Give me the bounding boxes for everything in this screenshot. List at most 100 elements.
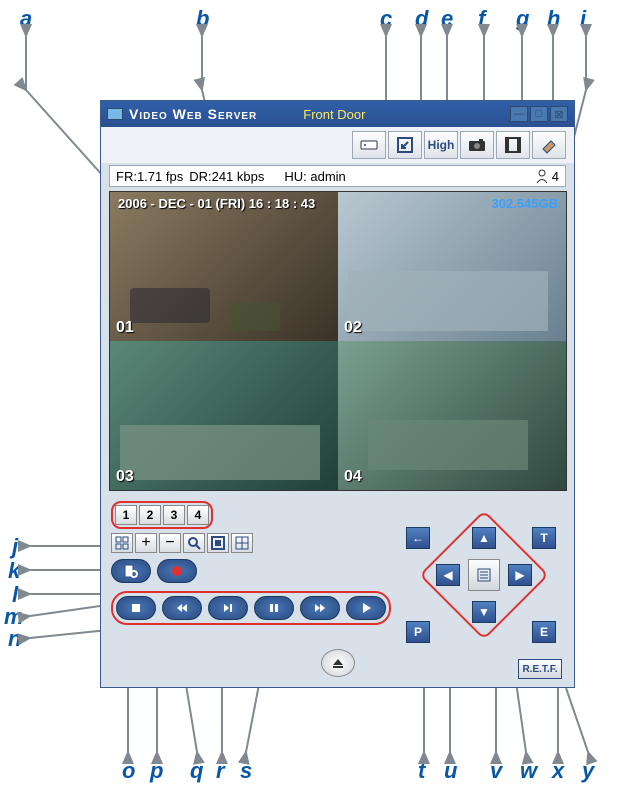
playback-row	[111, 591, 391, 625]
zoom-out-button[interactable]: −	[159, 533, 181, 553]
resize-icon	[395, 135, 415, 155]
channel-1-button[interactable]: 1	[115, 505, 137, 525]
corner-tl-button[interactable]: ←	[406, 527, 430, 549]
quad-icon	[115, 536, 129, 550]
minimize-button[interactable]: —	[510, 106, 528, 122]
stop-icon	[129, 601, 143, 615]
camera-3[interactable]: 03	[110, 341, 338, 490]
callout-n: n	[8, 626, 21, 652]
callout-d: d	[415, 6, 428, 32]
dpad-up-button[interactable]: ▲	[472, 527, 496, 549]
camera-2[interactable]: 02	[338, 192, 566, 341]
settings-button[interactable]	[532, 131, 566, 159]
callout-p: p	[150, 758, 163, 784]
rewind-icon	[175, 601, 189, 615]
callout-e: e	[441, 6, 453, 32]
channel-3-button[interactable]: 3	[163, 505, 185, 525]
rec-icon	[169, 563, 185, 579]
camera-4[interactable]: 04	[338, 341, 566, 490]
record-button[interactable]	[496, 131, 530, 159]
toolbar: High	[101, 127, 574, 163]
channel-2-button[interactable]: 2	[139, 505, 161, 525]
callout-f: f	[478, 6, 485, 32]
rewind-button[interactable]	[162, 596, 202, 620]
callout-s: s	[240, 758, 252, 784]
callout-b: b	[196, 6, 209, 32]
dpad-center-button[interactable]	[468, 559, 500, 591]
eraser-icon	[539, 135, 559, 155]
step-fwd-button[interactable]	[208, 596, 248, 620]
stepfwd-icon	[221, 601, 235, 615]
dpad-left-button[interactable]: ◀	[436, 564, 460, 586]
app-icon	[107, 108, 123, 120]
callout-g: g	[516, 6, 529, 32]
callout-h: h	[547, 6, 560, 32]
retf-button[interactable]: R.E.T.F.	[518, 659, 562, 679]
dpad-right-button[interactable]: ▶	[508, 564, 532, 586]
ff-icon	[313, 601, 327, 615]
video-timestamp: 2006 - DEC - 01 (FRI) 16 : 18 : 43	[118, 196, 315, 211]
quality-label: High	[428, 138, 455, 152]
pause-icon	[267, 601, 281, 615]
menu-icon	[475, 566, 493, 584]
rec-button[interactable]	[157, 559, 197, 583]
callout-r: r	[216, 758, 225, 784]
datarate-label: DR:241 kbps	[189, 169, 264, 184]
camera-2-label: 02	[344, 319, 362, 337]
callout-a: a	[20, 6, 32, 32]
user-count: 4	[552, 169, 559, 184]
magnify-icon	[187, 536, 201, 550]
play-icon	[359, 601, 373, 615]
hdd-icon	[359, 135, 379, 155]
callout-c: c	[380, 6, 392, 32]
quad-view-button[interactable]	[111, 533, 133, 553]
camera-1[interactable]: 01	[110, 192, 338, 341]
log-search-button[interactable]	[111, 559, 151, 583]
hdd-button[interactable]	[352, 131, 386, 159]
grid-button[interactable]	[231, 533, 253, 553]
person-icon	[534, 168, 550, 184]
callout-k: k	[8, 558, 20, 584]
callout-t: t	[418, 758, 425, 784]
fullscreen-button[interactable]	[207, 533, 229, 553]
window-title: Video Web Server	[129, 106, 257, 122]
zoom-in-button[interactable]: +	[135, 533, 157, 553]
titlebar: Video Web Server Front Door — □ ⊠	[101, 101, 574, 127]
resize-button[interactable]	[388, 131, 422, 159]
status-bar: FR:1.71 fps DR:241 kbps HU: admin 4	[109, 165, 566, 187]
app-window: Video Web Server Front Door — □ ⊠ High F…	[100, 100, 575, 688]
fast-fwd-button[interactable]	[300, 596, 340, 620]
pause-button[interactable]	[254, 596, 294, 620]
user-label: HU: admin	[284, 169, 533, 184]
snapshot-button[interactable]	[460, 131, 494, 159]
callout-v: v	[490, 758, 502, 784]
video-grid: 2006 - DEC - 01 (FRI) 16 : 18 : 43 302.5…	[109, 191, 567, 491]
callout-o: o	[122, 758, 135, 784]
play-button[interactable]	[346, 596, 386, 620]
callout-u: u	[444, 758, 457, 784]
camera-icon	[467, 135, 487, 155]
callout-q: q	[190, 758, 203, 784]
camera-4-label: 04	[344, 468, 362, 486]
log-search-icon	[123, 563, 139, 579]
maximize-button[interactable]: □	[530, 106, 548, 122]
dpad-down-button[interactable]: ▼	[472, 601, 496, 623]
callout-j: j	[12, 534, 18, 560]
fullscreen-icon	[211, 536, 225, 550]
grid-icon	[235, 536, 249, 550]
callout-y: y	[582, 758, 594, 784]
corner-bl-button[interactable]: P	[406, 621, 430, 643]
corner-br-button[interactable]: E	[532, 621, 556, 643]
camera-3-label: 03	[116, 468, 134, 486]
callout-x: x	[552, 758, 564, 784]
callout-i: i	[580, 6, 586, 32]
dpad: ▲ ▼ ◀ ▶	[438, 529, 530, 621]
search-view-button[interactable]	[183, 533, 205, 553]
stop-button[interactable]	[116, 596, 156, 620]
close-button[interactable]: ⊠	[550, 106, 568, 122]
channel-4-button[interactable]: 4	[187, 505, 209, 525]
corner-tr-button[interactable]: T	[532, 527, 556, 549]
eject-button[interactable]	[321, 649, 355, 677]
eject-icon	[331, 656, 345, 670]
quality-button[interactable]: High	[424, 131, 458, 159]
